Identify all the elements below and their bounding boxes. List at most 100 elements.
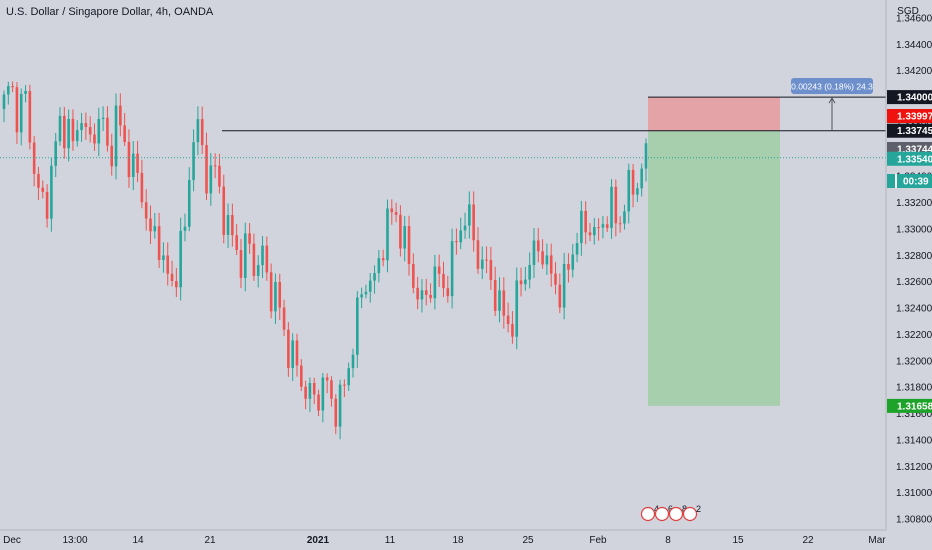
x-tick-label: 13:00 [62,535,87,546]
candle-body [541,251,544,265]
candle-body [416,287,419,300]
time-axis: Dec 13:00 14 21 2021 11 18 25 Feb 8 15 22 Mar [0,529,886,546]
y-tick-label: 1.33000 [896,224,932,235]
candle-body [506,315,510,325]
candle-body [562,263,566,308]
candle-body [235,235,238,250]
candle-body [476,240,480,269]
candle-body [84,123,88,128]
candle-body [304,386,307,399]
event-count: 2 [696,504,701,514]
candle-body [278,281,282,308]
candle-body [524,279,527,285]
candle-body [317,394,320,411]
candle-body [28,90,32,143]
candle-body [140,172,144,203]
candle-body [386,208,389,261]
candle-body [636,188,639,195]
candle-body [575,243,579,255]
candle-body [252,243,256,276]
position-zones [648,97,780,406]
candle-body [274,281,277,312]
price-axis: SGD1.346001.344001.342001.340001.338001.… [885,0,932,550]
candle-body [536,240,540,252]
candle-body [580,210,583,244]
candle-body [261,245,264,266]
candle-body [2,94,6,109]
candle-body [394,212,398,215]
candle-body [209,165,213,194]
candle-body [588,232,592,236]
candle-body [618,223,622,225]
candle-body [485,259,488,261]
y-tick-label: 1.32800 [896,251,932,262]
candle-body [101,117,105,119]
event-flag-icon[interactable] [668,506,684,522]
countdown-badge [887,174,932,188]
candle-body [231,215,234,236]
candle-body [218,165,221,187]
x-tick-label: Feb [589,535,607,546]
y-tick-label: 1.31600 [896,409,932,420]
x-tick-label: 11 [385,535,396,546]
candle-body [97,118,101,144]
candle-body [153,226,157,232]
candle-body [32,142,36,174]
candle-body [41,187,45,192]
y-tick-label: 1.31200 [896,462,932,473]
candle-body [15,87,19,133]
candle-body [446,288,450,297]
candle-body [498,290,501,311]
candle-body [170,273,174,282]
candle-body [472,204,475,241]
stop-loss-zone[interactable] [648,97,780,131]
candle-body [312,383,316,395]
y-tick-label: 1.32400 [896,304,932,315]
candle-body [390,208,394,213]
event-flag-icon[interactable] [640,506,656,522]
candle-body [403,226,407,249]
measure-label: 0.00243 (0.18%) 24.3 [791,82,873,92]
candle-body [545,255,549,265]
candle-body [549,255,553,274]
candle-body [114,105,118,167]
candle-body [412,263,415,288]
candle-body [88,127,92,135]
candle-body [93,134,96,144]
candle-body [24,90,27,94]
candle-body [144,202,148,219]
candle-body [356,297,359,355]
candle-body [19,93,23,133]
price-badge-text-target-top: 1.34000 [897,93,932,104]
candle-body [528,264,531,280]
x-tick-label: 14 [132,535,144,546]
candle-body [614,186,618,224]
price-badge-target-top [887,90,932,105]
y-tick-label: 1.33200 [896,198,932,209]
candle-body [463,225,467,231]
candle-body [67,118,70,149]
candle-body [627,169,631,212]
candle-body [399,214,402,249]
event-flag-icon[interactable] [654,506,670,522]
candle-body [123,125,126,142]
candle-body [7,86,10,95]
candle-body [45,191,49,219]
candle-body [106,117,109,146]
take-profit-zone[interactable] [648,130,780,406]
candle-body [450,241,454,297]
candle-body [330,380,333,399]
candle-body [11,86,14,88]
candle-body [592,227,596,236]
event-flag-icon[interactable] [682,506,698,522]
currency-label: SGD [897,6,919,17]
x-tick-label: 22 [802,535,814,546]
candle-body [213,165,217,167]
countdown-text: 00:39 [903,177,929,188]
candle-body [351,354,355,369]
candle-body [239,249,243,278]
candle-body [360,294,363,298]
y-tick-label: 1.31000 [896,488,932,499]
candle-body [127,141,131,178]
